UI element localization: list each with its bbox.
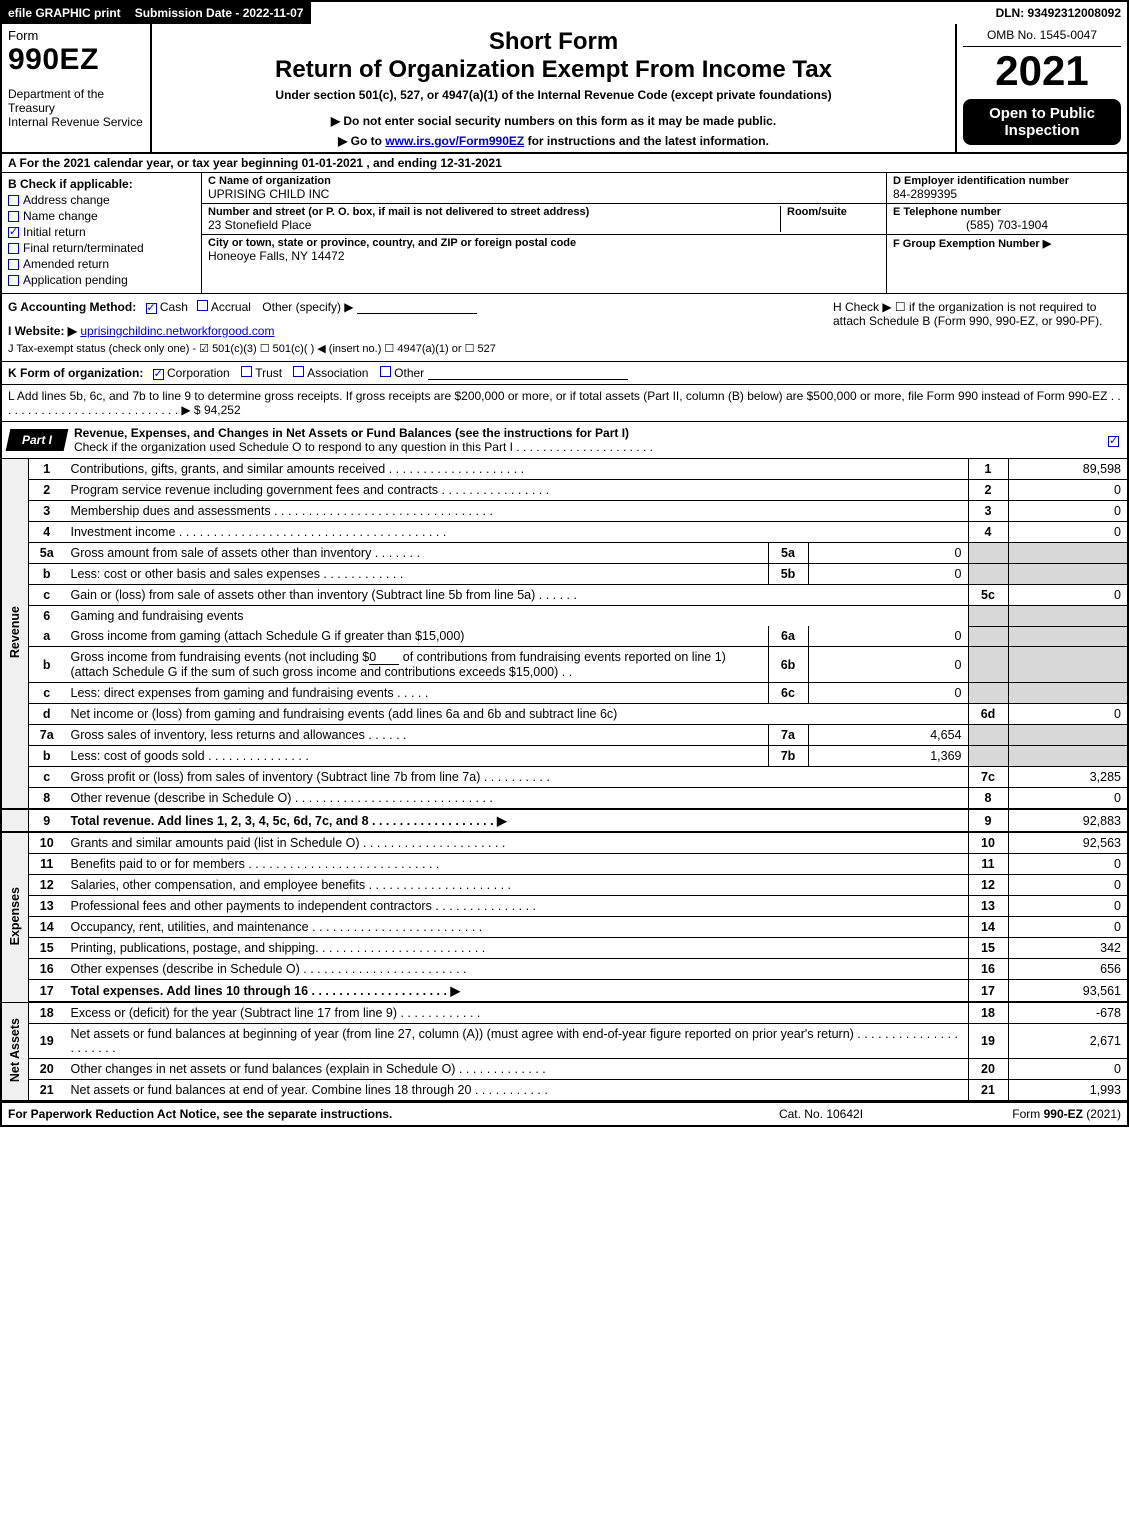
line-6b-desc: Gross income from fundraising events (no… <box>65 647 769 683</box>
section-b: B Check if applicable: Address change Na… <box>2 173 202 293</box>
section-b-label: B Check if applicable: <box>8 177 195 191</box>
section-a: A For the 2021 calendar year, or tax yea… <box>0 154 1129 173</box>
short-form-title: Short Form <box>158 28 949 56</box>
department-label: Department of the Treasury Internal Reve… <box>8 87 144 129</box>
header-center: Short Form Return of Organization Exempt… <box>152 24 957 152</box>
footer-right: Form 990-EZ (2021) <box>921 1107 1121 1121</box>
g-label: G Accounting Method: <box>8 300 136 314</box>
street-cell: Number and street (or P. O. box, if mail… <box>202 204 886 235</box>
top-bar: efile GRAPHIC print Submission Date - 20… <box>0 0 1129 24</box>
part1-title: Revenue, Expenses, and Changes in Net As… <box>66 422 1100 458</box>
topbar-spacer <box>311 2 989 24</box>
form-header: Form 990EZ Department of the Treasury In… <box>0 24 1129 154</box>
part1-checkbox[interactable] <box>1100 429 1127 451</box>
efile-label[interactable]: efile GRAPHIC print <box>2 2 129 24</box>
section-j: J Tax-exempt status (check only one) - ☑… <box>8 342 821 355</box>
ein-label: D Employer identification number <box>893 175 1121 187</box>
under-section: Under section 501(c), 527, or 4947(a)(1)… <box>158 88 949 102</box>
chk-initial-return[interactable]: Initial return <box>8 225 195 239</box>
chk-trust[interactable] <box>241 366 252 377</box>
chk-address-change[interactable]: Address change <box>8 193 195 207</box>
l-value: 94,252 <box>204 403 241 417</box>
part1-tab: Part I <box>6 429 69 451</box>
section-c: C Name of organization UPRISING CHILD IN… <box>202 173 887 293</box>
section-def: D Employer identification number 84-2899… <box>887 173 1127 293</box>
line-1-val: 89,598 <box>1008 459 1128 480</box>
city: Honeoye Falls, NY 14472 <box>208 249 880 263</box>
group-label: F Group Exemption Number ▶ <box>893 237 1121 250</box>
i-label: I Website: ▶ <box>8 324 77 338</box>
org-name: UPRISING CHILD INC <box>208 187 880 201</box>
submission-date: Submission Date - 2022-11-07 <box>129 2 312 24</box>
section-l: L Add lines 5b, 6c, and 7b to line 9 to … <box>0 385 1129 422</box>
header-right: OMB No. 1545-0047 2021 Open to Public In… <box>957 24 1127 152</box>
instruction-2: ▶ Go to www.irs.gov/Form990EZ for instru… <box>158 134 949 148</box>
k-label: K Form of organization: <box>8 366 143 380</box>
ein: 84-2899395 <box>893 187 1121 201</box>
chk-application-pending[interactable]: Application pending <box>8 273 195 287</box>
section-gh: G Accounting Method: Cash Accrual Other … <box>0 294 1129 362</box>
l-text: L Add lines 5b, 6c, and 7b to line 9 to … <box>8 389 1121 417</box>
footer: For Paperwork Reduction Act Notice, see … <box>0 1101 1129 1127</box>
section-g: G Accounting Method: Cash Accrual Other … <box>2 294 827 361</box>
footer-left: For Paperwork Reduction Act Notice, see … <box>8 1107 721 1121</box>
chk-final-return[interactable]: Final return/terminated <box>8 241 195 255</box>
org-name-cell: C Name of organization UPRISING CHILD IN… <box>202 173 886 204</box>
line-1-desc: Contributions, gifts, grants, and simila… <box>65 459 969 480</box>
city-cell: City or town, state or province, country… <box>202 235 886 265</box>
ein-cell: D Employer identification number 84-2899… <box>887 173 1127 204</box>
website-link[interactable]: uprisingchildinc.networkforgood.com <box>80 324 274 338</box>
tax-year: 2021 <box>963 47 1121 95</box>
info-block: B Check if applicable: Address change Na… <box>0 173 1129 294</box>
chk-corp[interactable] <box>153 369 164 380</box>
instruction-1: ▶ Do not enter social security numbers o… <box>158 114 949 128</box>
footer-mid: Cat. No. 10642I <box>721 1107 921 1121</box>
other-org-input[interactable] <box>428 368 628 380</box>
form-label: Form <box>8 28 144 43</box>
omb-number: OMB No. 1545-0047 <box>963 28 1121 47</box>
chk-assoc[interactable] <box>293 366 304 377</box>
chk-other-org[interactable] <box>380 366 391 377</box>
section-k: K Form of organization: Corporation Trus… <box>0 362 1129 385</box>
section-h: H Check ▶ ☐ if the organization is not r… <box>827 294 1127 361</box>
part1-header: Part I Revenue, Expenses, and Changes in… <box>0 422 1129 459</box>
form-number: 990EZ <box>8 43 144 77</box>
open-public-badge: Open to Public Inspection <box>963 99 1121 145</box>
lines-table: Revenue 1 Contributions, gifts, grants, … <box>0 459 1129 1101</box>
header-left: Form 990EZ Department of the Treasury In… <box>2 24 152 152</box>
phone-cell: E Telephone number (585) 703-1904 <box>887 204 1127 235</box>
chk-cash[interactable] <box>146 303 157 314</box>
vtab-expenses: Expenses <box>1 832 29 1002</box>
street-label: Number and street (or P. O. box, if mail… <box>208 206 780 218</box>
vtab-netassets: Net Assets <box>1 1002 29 1101</box>
org-name-label: C Name of organization <box>208 175 880 187</box>
city-label: City or town, state or province, country… <box>208 237 880 249</box>
group-cell: F Group Exemption Number ▶ <box>887 235 1127 252</box>
phone-label: E Telephone number <box>893 206 1121 218</box>
street: 23 Stonefield Place <box>208 218 780 232</box>
return-title: Return of Organization Exempt From Incom… <box>158 56 949 84</box>
chk-amended-return[interactable]: Amended return <box>8 257 195 271</box>
chk-name-change[interactable]: Name change <box>8 209 195 223</box>
instr2-prefix: ▶ Go to <box>338 134 385 148</box>
room-label: Room/suite <box>787 206 880 218</box>
chk-accrual[interactable] <box>197 300 208 311</box>
instr2-suffix: for instructions and the latest informat… <box>524 134 769 148</box>
part1-sub: Check if the organization used Schedule … <box>74 440 653 454</box>
phone: (585) 703-1904 <box>893 218 1121 232</box>
dln-label: DLN: 93492312008092 <box>990 2 1127 24</box>
irs-link[interactable]: www.irs.gov/Form990EZ <box>385 134 524 148</box>
vtab-revenue: Revenue <box>1 459 29 809</box>
other-method-input[interactable] <box>357 302 477 314</box>
line-6b-amount: 0 <box>369 650 399 665</box>
h-text: H Check ▶ ☐ if the organization is not r… <box>833 300 1121 328</box>
